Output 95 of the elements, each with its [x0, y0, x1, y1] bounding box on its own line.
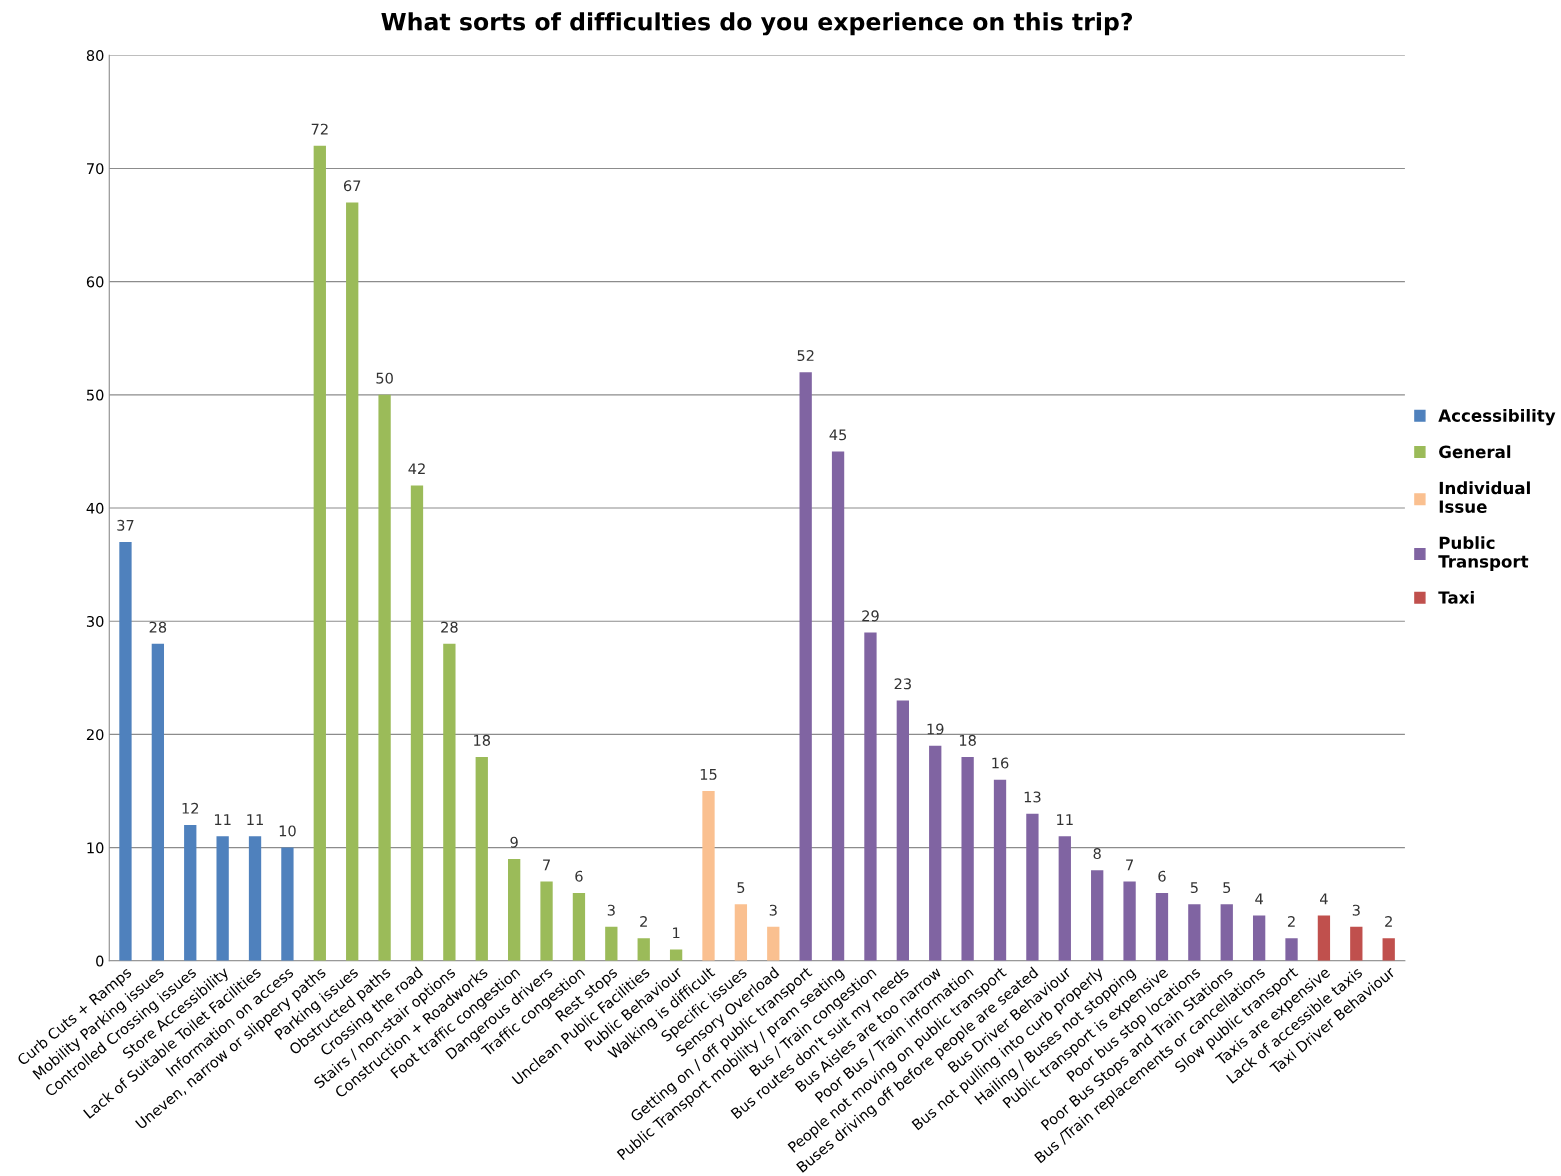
data-label: 11 — [1057, 814, 1073, 825]
y-tick-label: 80 — [86, 49, 104, 62]
data-label: 2 — [1287, 915, 1295, 927]
bar — [151, 643, 165, 961]
bar — [281, 847, 294, 961]
bar — [1091, 870, 1104, 961]
bar — [443, 643, 456, 961]
bar — [1382, 938, 1395, 961]
legend-label: Taxi — [1438, 590, 1474, 604]
bar — [929, 745, 942, 961]
bar — [1220, 904, 1233, 961]
data-label: 23 — [894, 678, 911, 690]
bar — [799, 372, 812, 961]
data-label: 15 — [700, 769, 717, 780]
data-label: 3 — [607, 904, 615, 916]
data-label: 9 — [510, 836, 518, 848]
bar — [831, 451, 845, 961]
data-label: 12 — [182, 802, 199, 814]
bar — [119, 541, 132, 961]
y-tick-label: 10 — [87, 842, 104, 854]
y-tick-label: 30 — [86, 615, 104, 627]
data-label: 4 — [1255, 893, 1263, 905]
bar — [896, 700, 909, 961]
legend-label: Individual Issue — [1439, 481, 1530, 513]
bar — [508, 858, 521, 961]
bar — [475, 757, 488, 961]
bar — [1155, 892, 1169, 961]
y-tick-label: 40 — [86, 502, 104, 514]
bar — [702, 791, 715, 961]
data-label: 13 — [1024, 791, 1041, 803]
y-tick-label: 60 — [86, 276, 104, 288]
bar — [961, 757, 974, 961]
bar — [1285, 938, 1298, 961]
bar — [1188, 904, 1201, 961]
data-label: 8 — [1093, 848, 1101, 860]
data-label: 5 — [1190, 882, 1198, 894]
legend-label: Public Transport — [1438, 536, 1529, 571]
y-tick-label: 20 — [86, 729, 104, 741]
bar — [993, 779, 1007, 961]
data-label: 52 — [797, 350, 814, 362]
bar — [572, 892, 586, 961]
legend-label: General — [1439, 445, 1511, 459]
data-label: 11 — [247, 814, 263, 825]
bar — [1058, 836, 1071, 961]
data-label: 5 — [737, 882, 745, 894]
data-label: 5 — [1223, 882, 1231, 894]
bar — [184, 824, 197, 961]
data-label: 10 — [279, 825, 296, 837]
data-label: 3 — [1352, 904, 1360, 916]
bar — [248, 836, 262, 961]
bar — [1317, 915, 1331, 961]
bar — [410, 485, 424, 961]
data-label: 16 — [992, 757, 1009, 769]
data-label: 2 — [1385, 915, 1392, 927]
data-label: 18 — [474, 734, 491, 746]
data-label: 28 — [441, 621, 458, 633]
data-label: 19 — [927, 723, 944, 735]
data-label: 37 — [117, 519, 134, 531]
bar — [637, 938, 650, 961]
data-label: 18 — [959, 734, 976, 746]
bar — [540, 881, 553, 961]
bar — [734, 904, 748, 961]
data-label: 1 — [673, 927, 680, 939]
y-tick-label: 70 — [87, 163, 104, 175]
bar — [1350, 926, 1363, 961]
data-label: 29 — [862, 610, 879, 622]
data-label: 50 — [376, 372, 393, 384]
bar — [378, 394, 391, 961]
data-label: 72 — [311, 123, 328, 135]
data-label: 6 — [575, 870, 583, 882]
bar — [1026, 813, 1039, 961]
bar — [216, 836, 229, 961]
y-tick-label: 0 — [96, 955, 104, 967]
bar — [1123, 881, 1136, 961]
bar — [669, 949, 683, 961]
bar — [313, 145, 326, 961]
legend-label: Accessibility — [1438, 408, 1556, 426]
data-label: 28 — [149, 621, 167, 633]
data-label: 2 — [640, 915, 647, 927]
bar — [605, 926, 618, 961]
data-label: 3 — [769, 904, 777, 916]
data-label: 45 — [829, 429, 847, 441]
data-label: 4 — [1320, 893, 1328, 905]
data-label: 42 — [408, 463, 425, 475]
chart-title: What sorts of difficulties do you experience on this trip? — [381, 12, 1133, 36]
bar — [767, 926, 780, 961]
bar — [864, 632, 877, 961]
data-label: 7 — [543, 859, 550, 871]
data-label: 11 — [214, 814, 231, 825]
y-tick-label: 50 — [86, 389, 104, 401]
bar — [346, 202, 359, 961]
data-label: 7 — [1126, 859, 1133, 871]
bar — [1252, 915, 1266, 961]
data-label: 6 — [1158, 870, 1166, 882]
data-label: 67 — [343, 180, 361, 192]
